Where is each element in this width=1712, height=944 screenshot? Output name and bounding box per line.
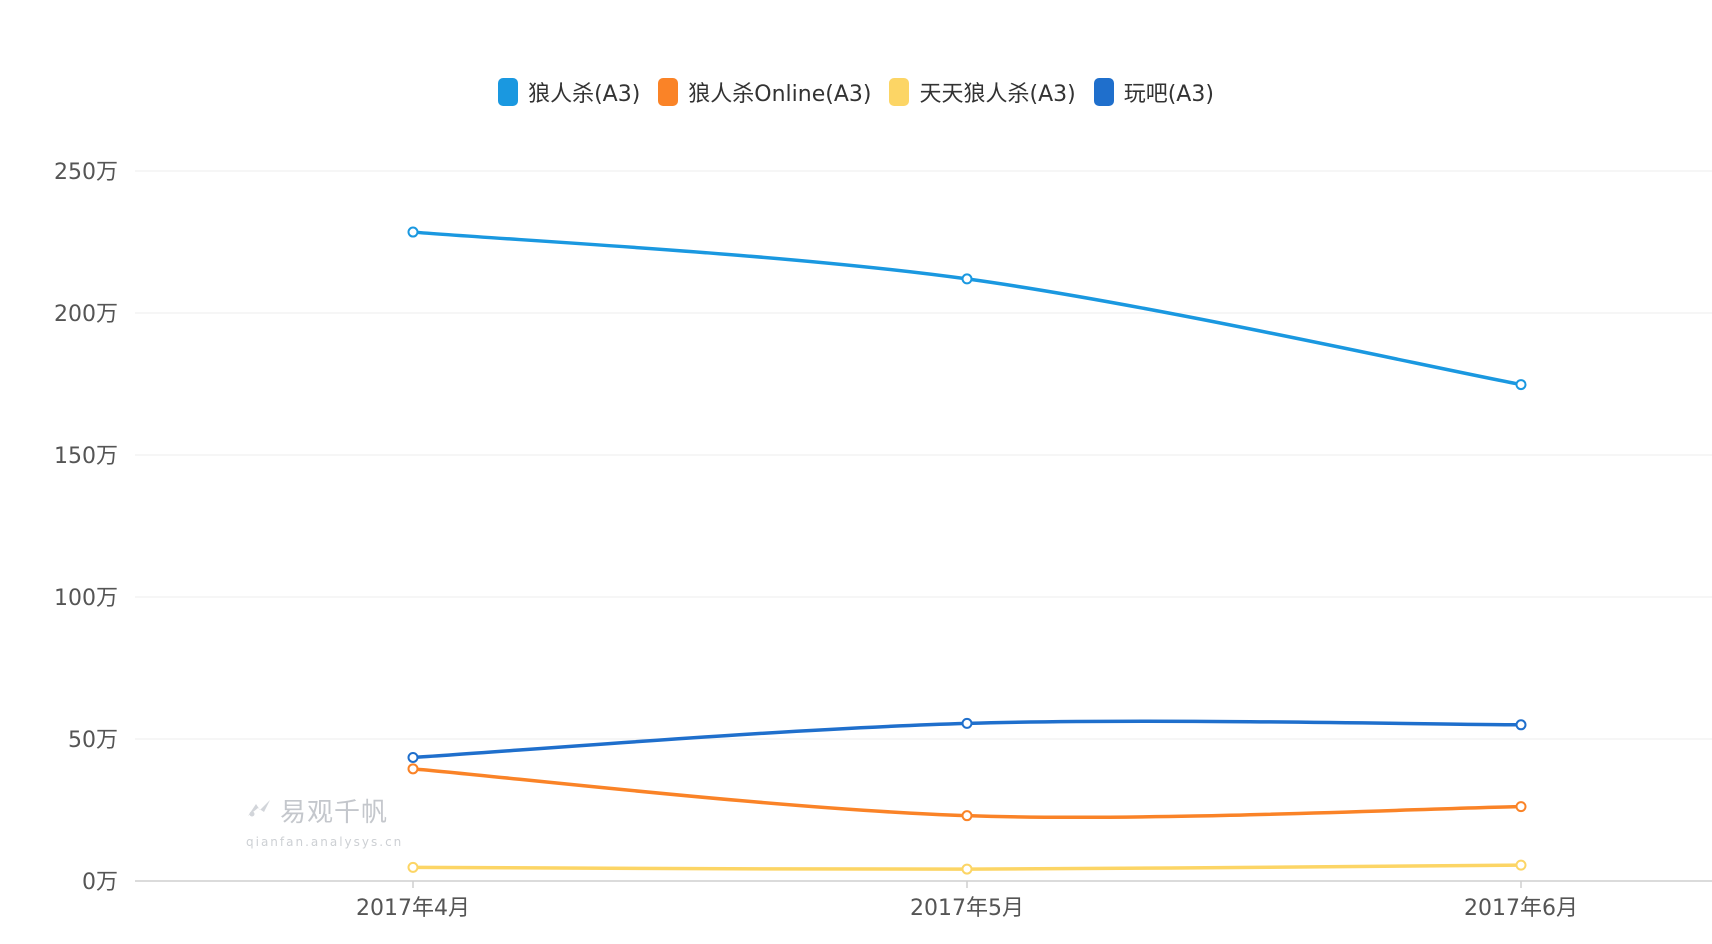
data-point (1515, 379, 1527, 391)
legend-swatch (498, 78, 519, 106)
legend-item[interactable]: 玩吧(A3) (1093, 76, 1214, 108)
data-point (407, 226, 419, 238)
y-tick-label: 100万 (54, 586, 118, 611)
legend-item[interactable]: 狼人杀(A3) (498, 76, 640, 108)
data-point (407, 861, 419, 873)
series-lines (407, 226, 1527, 875)
data-point (407, 751, 419, 763)
legend-label: 狼人杀Online(A3) (688, 82, 872, 107)
watermark-url: qianfan.analysys.cn (246, 835, 404, 849)
legend-item[interactable]: 狼人杀Online(A3) (658, 76, 871, 108)
x-tick-label: 2017年5月 (910, 896, 1024, 921)
y-axis-ticks: 0万 50万 100万 150万 200万 250万 (54, 160, 118, 895)
y-tick-label: 200万 (54, 302, 118, 327)
watermark-title: 易观千帆 (280, 798, 389, 828)
data-point (961, 810, 973, 822)
data-point (1515, 801, 1527, 813)
series-line (412, 230, 1522, 387)
x-tick-label: 2017年4月 (356, 896, 470, 921)
y-tick-label: 50万 (68, 728, 118, 753)
legend-label: 玩吧(A3) (1123, 82, 1214, 107)
x-tick-label: 2017年6月 (1464, 896, 1578, 921)
series-line (412, 767, 1522, 820)
data-point (1515, 719, 1527, 731)
legend-swatch (658, 78, 679, 106)
legend: 狼人杀(A3) 狼人杀Online(A3) 天天狼人杀(A3) 玩吧(A3) (0, 76, 1712, 108)
watermark: 易观千帆 qianfan.analysys.cn (246, 792, 403, 849)
grid-lines (135, 170, 1712, 882)
data-point (961, 273, 973, 285)
data-point (961, 717, 973, 729)
y-tick-label: 150万 (54, 444, 118, 469)
data-point (407, 763, 419, 775)
bird-icon (246, 798, 272, 824)
legend-item[interactable]: 天天狼人杀(A3) (889, 76, 1076, 108)
x-axis: 2017年4月 2017年5月 2017年6月 (356, 881, 1578, 921)
legend-label: 天天狼人杀(A3) (919, 82, 1076, 107)
legend-swatch (1093, 78, 1114, 106)
legend-label: 狼人杀(A3) (528, 82, 641, 107)
data-point (961, 863, 973, 875)
data-point (1515, 859, 1527, 871)
y-tick-label: 0万 (82, 870, 118, 895)
y-tick-label: 250万 (54, 160, 118, 185)
legend-swatch (889, 78, 910, 106)
